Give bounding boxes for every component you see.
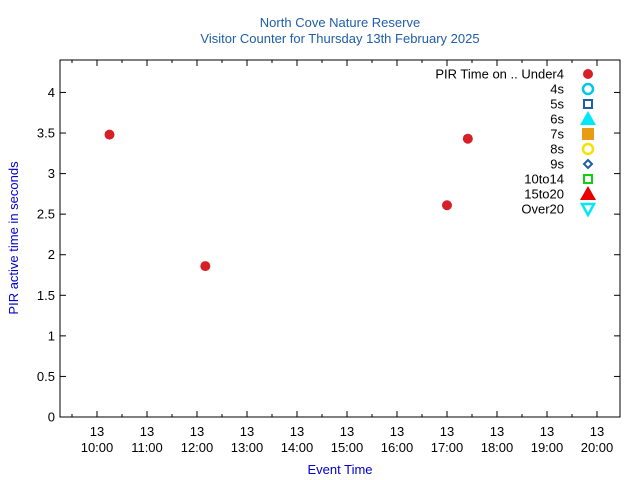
- legend-marker: [582, 128, 594, 140]
- x-tick-label-day: 13: [590, 424, 604, 439]
- x-tick-label-day: 13: [90, 424, 104, 439]
- legend-marker: [580, 111, 596, 125]
- x-axis: 1310:001311:001312:001313:001314:001315:…: [71, 60, 614, 455]
- x-tick-label-day: 13: [290, 424, 304, 439]
- y-tick-label: 2.5: [37, 207, 55, 222]
- legend-label: 9s: [550, 157, 564, 172]
- legend-marker: [583, 69, 593, 79]
- x-tick-label-day: 13: [140, 424, 154, 439]
- y-tick-label: 1: [48, 328, 55, 343]
- legend-label: 5s: [550, 97, 564, 112]
- legend-marker: [581, 142, 595, 156]
- chart-subtitle: Visitor Counter for Thursday 13th Februa…: [200, 31, 479, 46]
- x-tick-label-time: 12:00: [181, 440, 214, 455]
- x-tick-label-day: 13: [440, 424, 454, 439]
- legend-label: 15to20: [524, 187, 564, 202]
- x-tick-label-time: 19:00: [531, 440, 564, 455]
- legend-label: 7s: [550, 127, 564, 142]
- legend-label: PIR Time on .. Under4: [435, 67, 564, 82]
- y-tick-label: 3.5: [37, 126, 55, 141]
- x-tick-label-time: 16:00: [381, 440, 414, 455]
- y-tick-label: 3: [48, 166, 55, 181]
- y-axis-label: PIR active time in seconds: [6, 161, 21, 315]
- y-axis: 0 0.5 1 1.5 2 2.5 3 3.5 4: [37, 85, 620, 425]
- legend-marker: [581, 82, 595, 96]
- data-point: [104, 129, 115, 140]
- legend-marker: [583, 174, 593, 184]
- legend-marker: [580, 186, 596, 200]
- y-tick-label: 0: [48, 410, 55, 425]
- x-tick-label-day: 13: [540, 424, 554, 439]
- legend-label: 8s: [550, 142, 564, 157]
- data-points: [104, 129, 473, 272]
- x-tick-label-day: 13: [340, 424, 354, 439]
- legend-marker: [583, 99, 593, 109]
- x-tick-label-day: 13: [240, 424, 254, 439]
- x-tick-label-time: 18:00: [481, 440, 514, 455]
- x-tick-label-time: 14:00: [281, 440, 314, 455]
- x-tick-label-day: 13: [390, 424, 404, 439]
- x-tick-label-time: 15:00: [331, 440, 364, 455]
- legend-label: Over20: [521, 202, 564, 217]
- data-point: [462, 133, 473, 144]
- legend-label: 10to14: [524, 172, 564, 187]
- x-tick-label-time: 10:00: [81, 440, 114, 455]
- legend-label: 4s: [550, 82, 564, 97]
- x-tick-label-time: 13:00: [231, 440, 264, 455]
- x-tick-label-time: 11:00: [131, 440, 163, 455]
- y-tick-label: 4: [48, 85, 55, 100]
- chart-title: North Cove Nature Reserve: [260, 15, 420, 30]
- y-tick-label: 1.5: [37, 288, 55, 303]
- legend-marker: [582, 158, 594, 170]
- x-tick-label-time: 17:00: [431, 440, 464, 455]
- data-point: [200, 261, 211, 272]
- legend-marker: [579, 202, 597, 218]
- data-point: [442, 200, 452, 211]
- legend-label: 6s: [550, 112, 564, 127]
- plot-area-frame: [59, 59, 621, 418]
- y-tick-label: 2: [48, 247, 55, 262]
- x-tick-label-day: 13: [190, 424, 204, 439]
- x-axis-label: Event Time: [307, 462, 372, 477]
- y-tick-label: 0.5: [37, 369, 55, 384]
- x-tick-label-day: 13: [490, 424, 504, 439]
- x-tick-label-time: 20:00: [581, 440, 614, 455]
- legend: PIR Time on .. Under44s5s6s7s8s9s10to141…: [435, 67, 597, 218]
